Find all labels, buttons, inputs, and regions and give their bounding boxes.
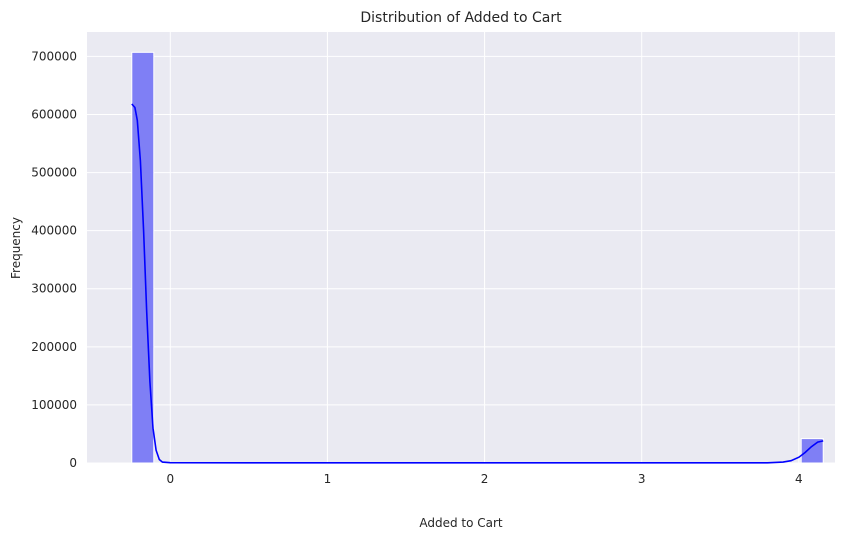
x-tick-labels: 0 1 2 3 4 [166,472,802,486]
y-tick-label-0: 0 [69,456,77,470]
histogram-bar-1 [800,438,824,464]
x-tick-label-0: 0 [166,472,174,486]
y-tick-label-4: 400000 [31,224,77,238]
y-tick-label-6: 600000 [31,107,77,121]
y-tick-label-7: 700000 [31,49,77,63]
x-tick-label-2: 2 [481,472,489,486]
kde-curve [131,103,824,464]
x-tick-label-1: 1 [324,472,332,486]
x-axis-label: Added to Cart [419,516,503,530]
plot-area [87,32,835,463]
y-tick-label-1: 100000 [31,398,77,412]
x-tick-label-3: 3 [638,472,646,486]
y-axis-label: Frequency [9,217,23,279]
y-tick-label-5: 500000 [31,166,77,180]
y-tick-label-2: 200000 [31,340,77,354]
y-tick-label-3: 300000 [31,282,77,296]
y-tick-labels: 0 100000 200000 300000 400000 500000 600000 700… [31,49,77,470]
x-tick-label-4: 4 [795,472,803,486]
chart-title: Distribution of Added to Cart [360,10,562,26]
